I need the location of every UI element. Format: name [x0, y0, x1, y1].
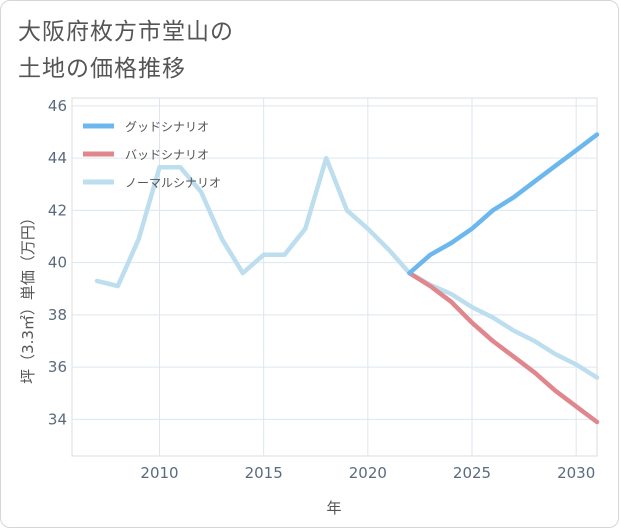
y-tick-label: 42	[48, 201, 67, 219]
series-line-1	[407, 132, 600, 276]
y-tick-label: 36	[48, 358, 67, 376]
y-tick-label: 40	[48, 254, 67, 272]
y-axis-title: 坪（3.3㎡）単価（万円）	[19, 210, 37, 384]
x-tick-label: 2030	[557, 464, 595, 482]
x-tick-label: 2025	[453, 464, 491, 482]
y-tick-label: 44	[48, 149, 67, 167]
y-axis-ticks: 34 36 38 40 42 44 46	[48, 97, 67, 429]
chart-title: 大阪府枚方市堂山の 土地の価格推移	[18, 14, 418, 88]
legend-label: バッドシナリオ	[125, 148, 209, 162]
x-axis-title: 年	[326, 499, 341, 517]
x-tick-label: 2015	[245, 464, 283, 482]
y-tick-label: 38	[48, 306, 67, 324]
chart-title-line-2: 土地の価格推移	[18, 56, 186, 82]
series-lines	[94, 132, 600, 425]
chart-title-line-1: 大阪府枚方市堂山の	[18, 19, 234, 45]
legend-label: グッドシナリオ	[125, 120, 209, 134]
y-tick-label: 46	[48, 97, 67, 115]
x-axis-ticks: 2010 2015 2020 2025 2030	[140, 464, 595, 482]
grid-lines	[72, 98, 597, 456]
series-line-3	[94, 155, 600, 380]
x-tick-label: 2020	[349, 464, 387, 482]
legend-label: ノーマルシナリオ	[125, 176, 221, 190]
series-line-2	[407, 270, 600, 425]
y-tick-label: 34	[48, 410, 67, 428]
x-tick-label: 2010	[140, 464, 178, 482]
